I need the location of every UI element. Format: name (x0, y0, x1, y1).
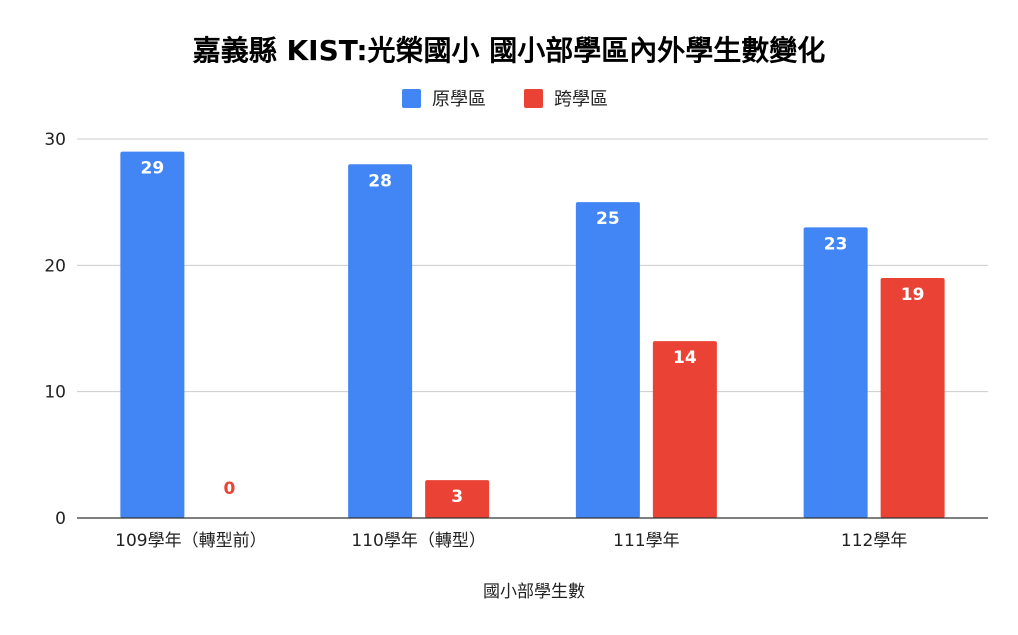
bar (880, 277, 945, 518)
bar (803, 227, 868, 518)
y-tick-label: 20 (44, 256, 66, 276)
x-tick-label: 112學年 (841, 531, 907, 551)
bars (120, 151, 945, 518)
legend-label: 跨學區 (554, 89, 608, 110)
y-tick-label: 30 (44, 130, 66, 150)
bar-data-label: 19 (901, 285, 925, 305)
legend: 原學區 跨學區 (402, 89, 608, 110)
bar (425, 480, 490, 518)
y-tick-label: 10 (44, 383, 66, 403)
bar (348, 164, 413, 518)
legend-label: 原學區 (432, 89, 486, 110)
x-tick-label: 110學年（轉型） (351, 531, 485, 551)
bar (575, 202, 640, 518)
x-axis-title: 國小部學生數 (483, 582, 585, 602)
legend-swatch (524, 89, 543, 108)
bar (652, 341, 717, 518)
y-tick-label: 0 (55, 509, 66, 529)
legend-swatch (402, 89, 421, 108)
bar-data-label: 0 (223, 479, 235, 499)
bar-data-label: 28 (368, 171, 392, 191)
bar-data-label: 3 (451, 487, 463, 507)
bar-data-label: 29 (141, 159, 165, 179)
bar-data-label: 14 (673, 348, 697, 368)
x-axis-ticks: 109學年（轉型前） 110學年（轉型） 111學年 112學年 (115, 531, 907, 551)
bar (120, 151, 185, 518)
bar-data-labels: 29 0 28 3 25 14 23 19 (141, 159, 925, 507)
x-tick-label: 111學年 (613, 531, 679, 551)
chart-title: 嘉義縣 KIST:光榮國小 國小部學區內外學生數變化 (193, 34, 826, 67)
y-axis-ticks: 0 10 20 30 (44, 130, 66, 529)
bar-data-label: 25 (596, 209, 620, 229)
x-tick-label: 109學年（轉型前） (115, 531, 266, 551)
bar-data-label: 23 (824, 234, 848, 254)
